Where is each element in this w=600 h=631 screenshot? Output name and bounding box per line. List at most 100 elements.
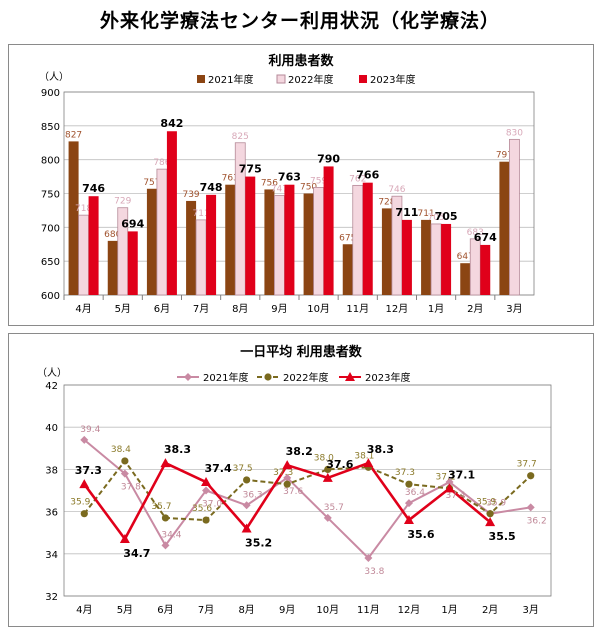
point-data-label: 37.1 <box>448 468 475 481</box>
point-2021年度-3月 <box>526 503 535 512</box>
legend-label: 2022年度 <box>288 73 333 86</box>
point-2022年度-9月 <box>283 480 291 488</box>
bar-2021年度-10月 <box>303 193 314 295</box>
chart-title: 利用患者数 <box>268 53 334 69</box>
bar-data-label: 728 <box>378 197 395 207</box>
series-line-2021年度 <box>83 439 531 560</box>
y-tick-label: 38 <box>45 465 58 476</box>
x-tick-label: 12月 <box>398 604 421 616</box>
point-data-label: 35.7 <box>324 503 344 513</box>
bar-2023年度-4月 <box>88 196 99 295</box>
x-tick-label: 11月 <box>357 604 380 616</box>
bar-data-label: 675 <box>339 233 356 243</box>
point-data-label: 37.5 <box>233 464 253 474</box>
bar-2023年度-9月 <box>284 184 295 295</box>
bar-data-label: 680 <box>104 230 121 240</box>
point-data-label: 35.2 <box>245 536 272 549</box>
legend-swatch-2021年度 <box>197 75 205 83</box>
bar-data-label: 746 <box>388 185 405 195</box>
x-tick-label: 3月 <box>523 604 539 616</box>
point-data-label: 38.2 <box>286 445 313 458</box>
bar-2022年度-2月 <box>469 238 481 296</box>
x-tick-label: 5月 <box>115 303 131 315</box>
bar-2021年度-12月 <box>381 208 392 295</box>
bar-chart: 利用患者数 （人） 2021年度 2022年度 2023年度 600 650 700 750 80… <box>39 53 535 315</box>
point-2023年度-7月 <box>201 477 212 487</box>
bar-data-label: 763 <box>278 171 301 184</box>
x-tick-label: 8月 <box>232 303 248 315</box>
point-data-label: 34.4 <box>161 530 181 540</box>
bar-2023年度-12月 <box>401 219 412 295</box>
plot-area <box>63 384 552 597</box>
bar-2021年度-11月 <box>342 244 353 295</box>
bar-2021年度-9月 <box>264 189 275 295</box>
point-2021年度-12月 <box>404 499 413 508</box>
bar-data-label: 683 <box>467 228 484 238</box>
y-tick-label: 36 <box>45 508 58 519</box>
bar-data-label: 711 <box>417 209 434 219</box>
point-2022年度-4月 <box>80 510 88 518</box>
point-2023年度-6月 <box>160 458 171 468</box>
bar-data-label: 825 <box>232 132 249 142</box>
point-2022年度-7月 <box>202 516 210 524</box>
point-data-label: 38.3 <box>164 443 191 456</box>
bar-2022年度-9月 <box>274 195 285 296</box>
bar-data-label: 757 <box>143 178 160 188</box>
x-tick-label: 6月 <box>154 303 170 315</box>
legend-label: 2021年度 <box>203 371 248 384</box>
x-tick-label: 4月 <box>76 604 92 616</box>
bar-data-label: 786 <box>153 158 170 168</box>
x-tick-label: 9月 <box>279 604 295 616</box>
bar-data-label: 748 <box>200 181 223 194</box>
legend-marker <box>345 372 355 381</box>
bar-2021年度-2月 <box>460 263 471 295</box>
bar-chart-panel: 利用患者数 （人） 2021年度 2022年度 2023年度 600 650 700 750 80… <box>8 44 594 326</box>
legend-label: 2023年度 <box>370 73 415 86</box>
bar-data-label: 775 <box>239 163 262 176</box>
legend-swatch-2023年度 <box>359 75 367 83</box>
bar-2022年度-3月 <box>509 138 520 296</box>
bar-data-label: 759 <box>310 176 327 186</box>
bar-2022年度-6月 <box>156 168 168 296</box>
line-chart: 一日平均 利用患者数 （人） 2021年度 2022年度 2023年度 32 34 36 38 4… <box>37 344 552 616</box>
point-2022年度-2月 <box>486 510 494 518</box>
y-tick-label: 650 <box>41 257 60 268</box>
legend-label: 2022年度 <box>283 371 328 384</box>
x-tick-label: 2月 <box>482 604 498 616</box>
point-data-label: 37.0 <box>202 500 222 510</box>
point-data-label: 33.8 <box>364 567 384 577</box>
bar-2021年度-1月 <box>421 219 432 295</box>
bar-2023年度-7月 <box>206 194 217 295</box>
point-data-label: 38.0 <box>314 453 334 463</box>
x-tick-label: 10月 <box>307 303 330 315</box>
point-data-label: 35.9 <box>476 498 496 508</box>
bar-data-label: 694 <box>121 217 144 230</box>
x-tick-label: 11月 <box>346 303 369 315</box>
point-2021年度-11月 <box>364 554 373 563</box>
point-data-label: 37.4 <box>446 491 466 501</box>
point-2022年度-6月 <box>161 514 170 522</box>
bar-2022年度-11月 <box>352 184 364 296</box>
bar-data-label: 763 <box>222 174 239 184</box>
point-data-label: 35.9 <box>486 499 506 509</box>
point-data-label: 37.3 <box>395 468 415 478</box>
point-data-label: 37.6 <box>326 458 353 471</box>
bar-data-label: 766 <box>356 169 379 182</box>
point-data-label: 37.3 <box>273 468 293 478</box>
bar-data-label: 705 <box>427 213 444 223</box>
point-data-label: 35.7 <box>151 502 171 512</box>
x-tick-label: 12月 <box>386 303 409 315</box>
bar-data-label: 762 <box>349 174 366 184</box>
legend-label: 2023年度 <box>365 371 410 384</box>
point-2021年度-9月 <box>283 473 292 482</box>
point-2023年度-4月 <box>79 479 90 489</box>
bar-2023年度-6月 <box>166 131 177 295</box>
point-2022年度-5月 <box>121 457 129 465</box>
x-tick-label: 9月 <box>271 303 287 315</box>
x-tick-label: 3月 <box>506 303 522 315</box>
point-2022年度-12月 <box>405 480 413 488</box>
point-2021年度-4月 <box>80 435 89 444</box>
point-data-label: 34.7 <box>123 547 150 560</box>
bar-2023年度-10月 <box>323 166 334 295</box>
point-data-label: 39.4 <box>80 425 100 435</box>
